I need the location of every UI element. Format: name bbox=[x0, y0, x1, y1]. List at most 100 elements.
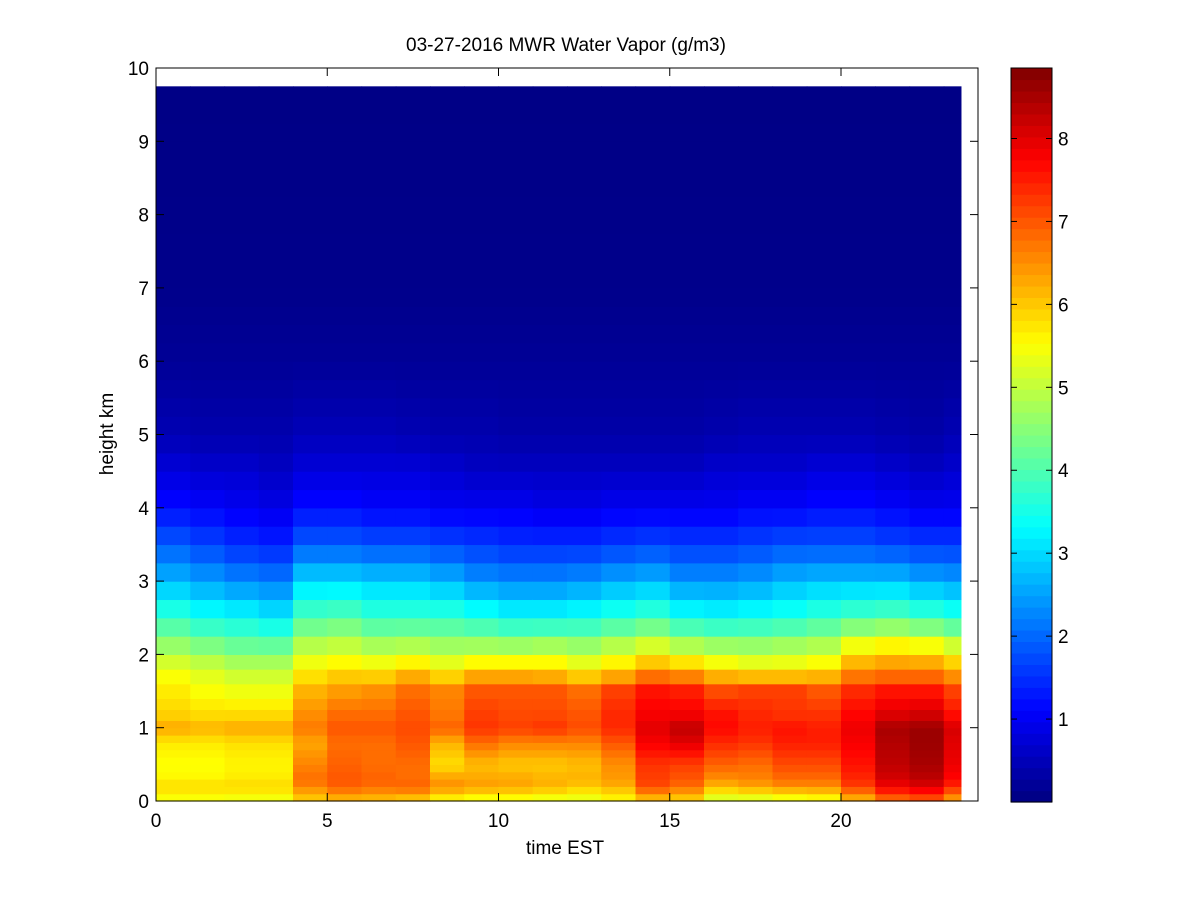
heatmap-cell bbox=[293, 232, 328, 252]
heatmap-cell bbox=[635, 489, 671, 509]
heatmap-cell bbox=[430, 177, 465, 197]
heatmap-cell bbox=[361, 669, 397, 685]
heatmap-cell bbox=[430, 251, 465, 271]
heatmap-cell bbox=[464, 122, 500, 142]
heatmap-cell bbox=[464, 786, 500, 795]
heatmap-cell bbox=[806, 698, 842, 710]
heatmap-cell bbox=[909, 544, 945, 564]
heatmap-cell bbox=[806, 727, 842, 736]
colorbar-segment bbox=[1011, 274, 1052, 287]
colorbar-segment bbox=[1011, 607, 1052, 620]
heatmap-cell bbox=[704, 720, 739, 729]
heatmap-cell bbox=[464, 306, 500, 326]
heatmap-cell bbox=[806, 342, 842, 362]
heatmap-cell bbox=[293, 562, 328, 582]
heatmap-cell bbox=[532, 654, 568, 670]
heatmap-cell bbox=[806, 636, 842, 655]
heatmap-cell bbox=[635, 544, 671, 564]
heatmap-cell bbox=[464, 764, 500, 773]
heatmap-cell bbox=[943, 287, 962, 307]
heatmap-cell bbox=[943, 177, 962, 197]
colorbar-segment bbox=[1011, 538, 1052, 551]
heatmap-cell bbox=[772, 416, 808, 436]
heatmap-cell bbox=[498, 581, 534, 601]
heatmap-cell bbox=[601, 771, 637, 780]
heatmap-cell bbox=[841, 793, 876, 802]
heatmap-cell bbox=[293, 683, 328, 699]
heatmap-cell bbox=[601, 720, 637, 729]
heatmap-cell bbox=[806, 196, 842, 216]
heatmap-cell bbox=[875, 397, 911, 417]
heatmap-cell bbox=[224, 727, 260, 736]
heatmap-cell bbox=[532, 196, 568, 216]
heatmap-cell bbox=[464, 214, 500, 234]
heatmap-cell bbox=[772, 452, 808, 472]
heatmap-cell bbox=[293, 379, 328, 399]
colorbar-segment bbox=[1011, 526, 1052, 539]
y-tick-label: 0 bbox=[138, 792, 149, 813]
heatmap-cell bbox=[567, 683, 602, 699]
heatmap-cell bbox=[909, 159, 945, 179]
heatmap-cell bbox=[635, 159, 671, 179]
heatmap-cell bbox=[224, 720, 260, 729]
colorbar-segment bbox=[1011, 549, 1052, 562]
heatmap-cell bbox=[361, 306, 397, 326]
heatmap-cell bbox=[361, 104, 397, 124]
colorbar-segment bbox=[1011, 480, 1052, 493]
heatmap-cell bbox=[841, 361, 876, 381]
heatmap-cell bbox=[156, 749, 191, 758]
heatmap-cell bbox=[293, 698, 328, 710]
heatmap-cell bbox=[909, 617, 945, 637]
heatmap-cell bbox=[772, 544, 808, 564]
heatmap-cell bbox=[464, 562, 500, 582]
heatmap-cell bbox=[772, 471, 808, 491]
heatmap-cell bbox=[601, 764, 637, 773]
heatmap-cell bbox=[943, 779, 962, 787]
heatmap-cell bbox=[669, 416, 705, 436]
heatmap-cell bbox=[841, 306, 876, 326]
colorbar-segment bbox=[1011, 572, 1052, 585]
colorbar-segment bbox=[1011, 400, 1052, 413]
heatmap-cell bbox=[909, 287, 945, 307]
heatmap-cell bbox=[156, 159, 191, 179]
heatmap-cell bbox=[704, 269, 739, 289]
heatmap-cell bbox=[224, 669, 260, 685]
heatmap-cell bbox=[567, 562, 602, 582]
heatmap-cell bbox=[258, 104, 294, 124]
heatmap-cell bbox=[669, 581, 705, 601]
heatmap-cell bbox=[806, 709, 842, 721]
heatmap-cell bbox=[772, 214, 808, 234]
heatmap-cell bbox=[806, 361, 842, 381]
heatmap-cell bbox=[943, 698, 962, 710]
heatmap-cell bbox=[361, 507, 397, 527]
heatmap-cell bbox=[532, 636, 568, 655]
heatmap-cell bbox=[738, 489, 774, 509]
heatmap-cell bbox=[841, 122, 876, 142]
heatmap-cell bbox=[943, 452, 962, 472]
heatmap-cell bbox=[601, 214, 637, 234]
heatmap-cell bbox=[395, 287, 431, 307]
heatmap-cell bbox=[532, 742, 568, 751]
heatmap-cell bbox=[258, 214, 294, 234]
heatmap-cell bbox=[635, 361, 671, 381]
heatmap-cell bbox=[943, 793, 962, 802]
heatmap-cell bbox=[258, 654, 294, 670]
heatmap-cell bbox=[430, 434, 465, 454]
heatmap-cell bbox=[601, 698, 637, 710]
heatmap-cell bbox=[875, 599, 911, 619]
heatmap-cell bbox=[464, 471, 500, 491]
heatmap-cell bbox=[498, 526, 534, 546]
heatmap-cell bbox=[258, 636, 294, 655]
heatmap-cell bbox=[704, 196, 739, 216]
heatmap-cell bbox=[361, 581, 397, 601]
colorbar-segment bbox=[1011, 377, 1052, 390]
heatmap-cell bbox=[430, 232, 465, 252]
heatmap-cell bbox=[498, 562, 534, 582]
colorbar-segment bbox=[1011, 457, 1052, 471]
y-axis-label: height km bbox=[97, 393, 118, 475]
x-axis: 0 5 10 15 20 bbox=[151, 68, 852, 832]
heatmap-cell bbox=[841, 581, 876, 601]
heatmap-cell bbox=[430, 793, 465, 802]
heatmap-cell bbox=[327, 507, 363, 527]
heatmap-cell bbox=[498, 306, 534, 326]
